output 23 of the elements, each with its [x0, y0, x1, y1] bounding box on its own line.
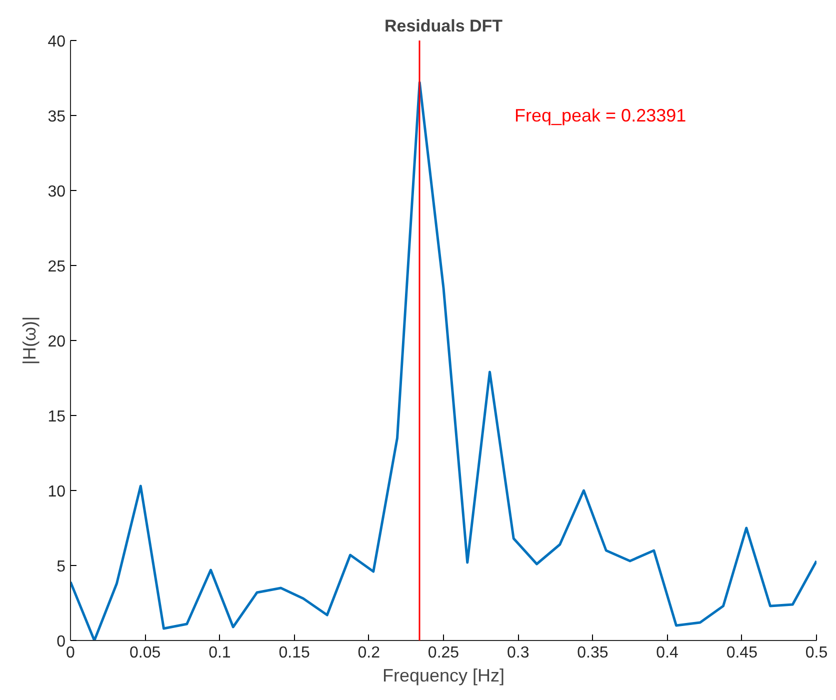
- x-tick-label: 0.3: [506, 644, 530, 662]
- y-tick-label: 25: [48, 258, 66, 276]
- y-tick-label: 10: [48, 484, 66, 500]
- x-tick-label: 0.45: [726, 644, 758, 662]
- x-tick-label: 0.35: [577, 644, 608, 662]
- x-tick-label: 0.5: [805, 644, 828, 662]
- y-tick-label: 20: [48, 334, 66, 350]
- y-tick-label: 35: [48, 108, 66, 126]
- y-tick-label: 0: [56, 634, 66, 650]
- y-tick-label: 5: [56, 558, 66, 576]
- x-tick-label: 0.25: [428, 644, 460, 662]
- x-tick-label: 0.05: [130, 644, 161, 662]
- x-axis-title: Frequency [Hz]: [382, 666, 505, 686]
- x-tick-label: 0.4: [656, 644, 679, 662]
- x-tick-label: 0.2: [358, 644, 380, 662]
- x-tick-label: 0.1: [208, 644, 231, 662]
- y-tick-label: 30: [48, 184, 66, 200]
- x-tick-label: 0.15: [278, 644, 310, 662]
- chart-title: Residuals DFT: [384, 16, 504, 36]
- y-axis-title: |H(ω)|: [20, 316, 40, 365]
- y-tick-label: 40: [48, 34, 66, 50]
- y-tick-label: 15: [48, 408, 66, 426]
- ref-line-label: Freq_peak = 0.23391: [514, 106, 686, 126]
